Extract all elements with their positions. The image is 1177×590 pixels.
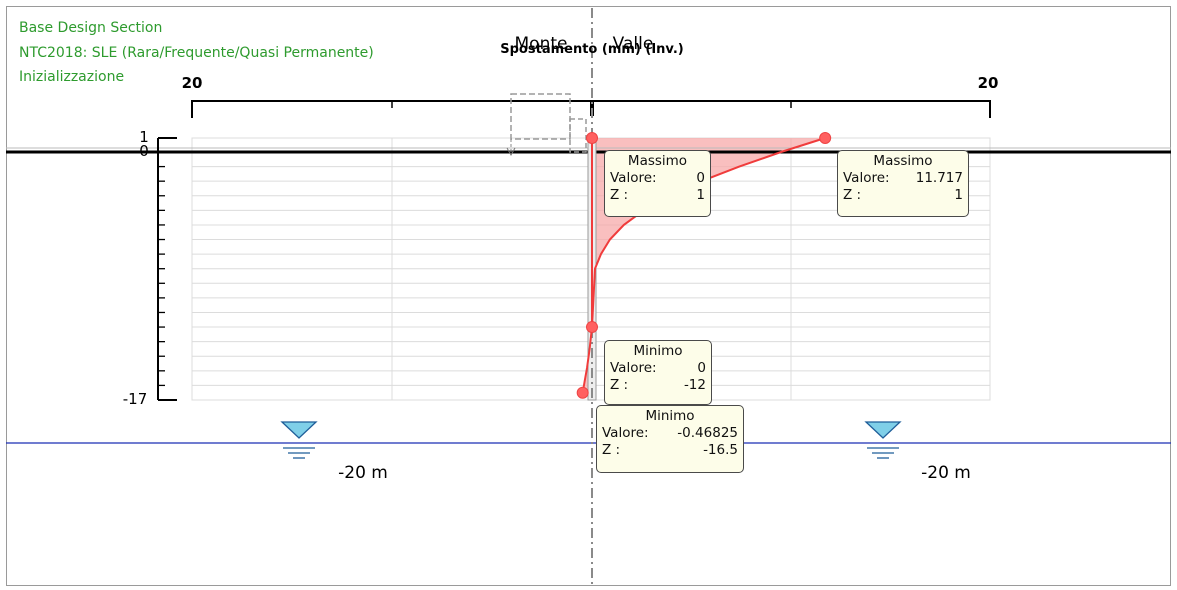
callout-value: 11.717 xyxy=(915,170,963,186)
callout-title: Minimo xyxy=(645,408,695,424)
chart-markers xyxy=(576,132,832,399)
water-level-right-icon xyxy=(864,421,902,459)
phase-title: Inizializzazione xyxy=(19,69,125,85)
x-tick-label-right: 20 xyxy=(978,74,999,92)
callout-value-label: Valore: xyxy=(602,425,649,441)
y-tick-label-top: 1 xyxy=(139,128,149,146)
callout-z-label: Z : xyxy=(610,377,629,393)
callout-z-label: Z : xyxy=(843,187,862,203)
callout-value: -0.46825 xyxy=(677,425,738,441)
data-marker xyxy=(819,132,832,144)
load-symbol-box xyxy=(510,93,571,140)
water-level-right-label: -20 m xyxy=(921,463,971,483)
callout-title: Massimo xyxy=(627,153,688,169)
code-title: NTC2018: SLE (Rara/Frequente/Quasi Perma… xyxy=(19,45,374,61)
load-symbol-arrowhead xyxy=(506,147,516,157)
y-tick-label-zero: 0 xyxy=(139,142,149,160)
callout-value: 0 xyxy=(696,170,705,186)
callout-title: Minimo xyxy=(633,343,683,359)
load-symbol-small xyxy=(569,118,587,153)
y-tick-label-bottom: -17 xyxy=(123,390,148,408)
displacement-curve xyxy=(581,137,826,393)
callout-value-label: Valore: xyxy=(610,170,657,186)
callout-z: 1 xyxy=(696,187,705,203)
x-axis-title: Spostamento (mm) (Inv.) xyxy=(500,42,683,57)
water-level-left-icon xyxy=(280,421,318,459)
upstream-side-label: Monte xyxy=(515,34,568,54)
min-right-callout: Minimo Valore: -0.46825 Z : -16.5 xyxy=(596,405,744,473)
callout-z: -16.5 xyxy=(703,442,738,458)
callout-z: 1 xyxy=(954,187,963,203)
water-triangle xyxy=(280,421,318,439)
chart-series xyxy=(581,137,826,393)
callout-title: Massimo xyxy=(873,153,933,169)
min-left-callout: Minimo Valore: 0 Z : -12 xyxy=(604,340,712,405)
callout-z-label: Z : xyxy=(610,187,629,203)
callout-value: 0 xyxy=(697,360,706,376)
max-right-callout: Massimo Valore: 11.717 Z : 1 xyxy=(837,150,969,217)
x-tick-label-left: 20 xyxy=(182,74,203,92)
max-left-callout: Massimo Valore: 0 Z : 1 xyxy=(604,150,711,217)
data-marker xyxy=(586,132,598,144)
water-level-left-label: -20 m xyxy=(338,463,388,483)
callout-z-label: Z : xyxy=(602,442,621,458)
callout-z: -12 xyxy=(683,377,706,393)
water-triangle xyxy=(864,421,902,439)
chart-structure xyxy=(6,8,1171,586)
downstream-side-label: Valle xyxy=(613,34,654,54)
data-marker xyxy=(576,386,589,399)
data-marker xyxy=(586,321,598,334)
callout-value-label: Valore: xyxy=(610,360,657,376)
section-title: Base Design Section xyxy=(19,20,163,36)
callout-value-label: Valore: xyxy=(843,170,890,186)
